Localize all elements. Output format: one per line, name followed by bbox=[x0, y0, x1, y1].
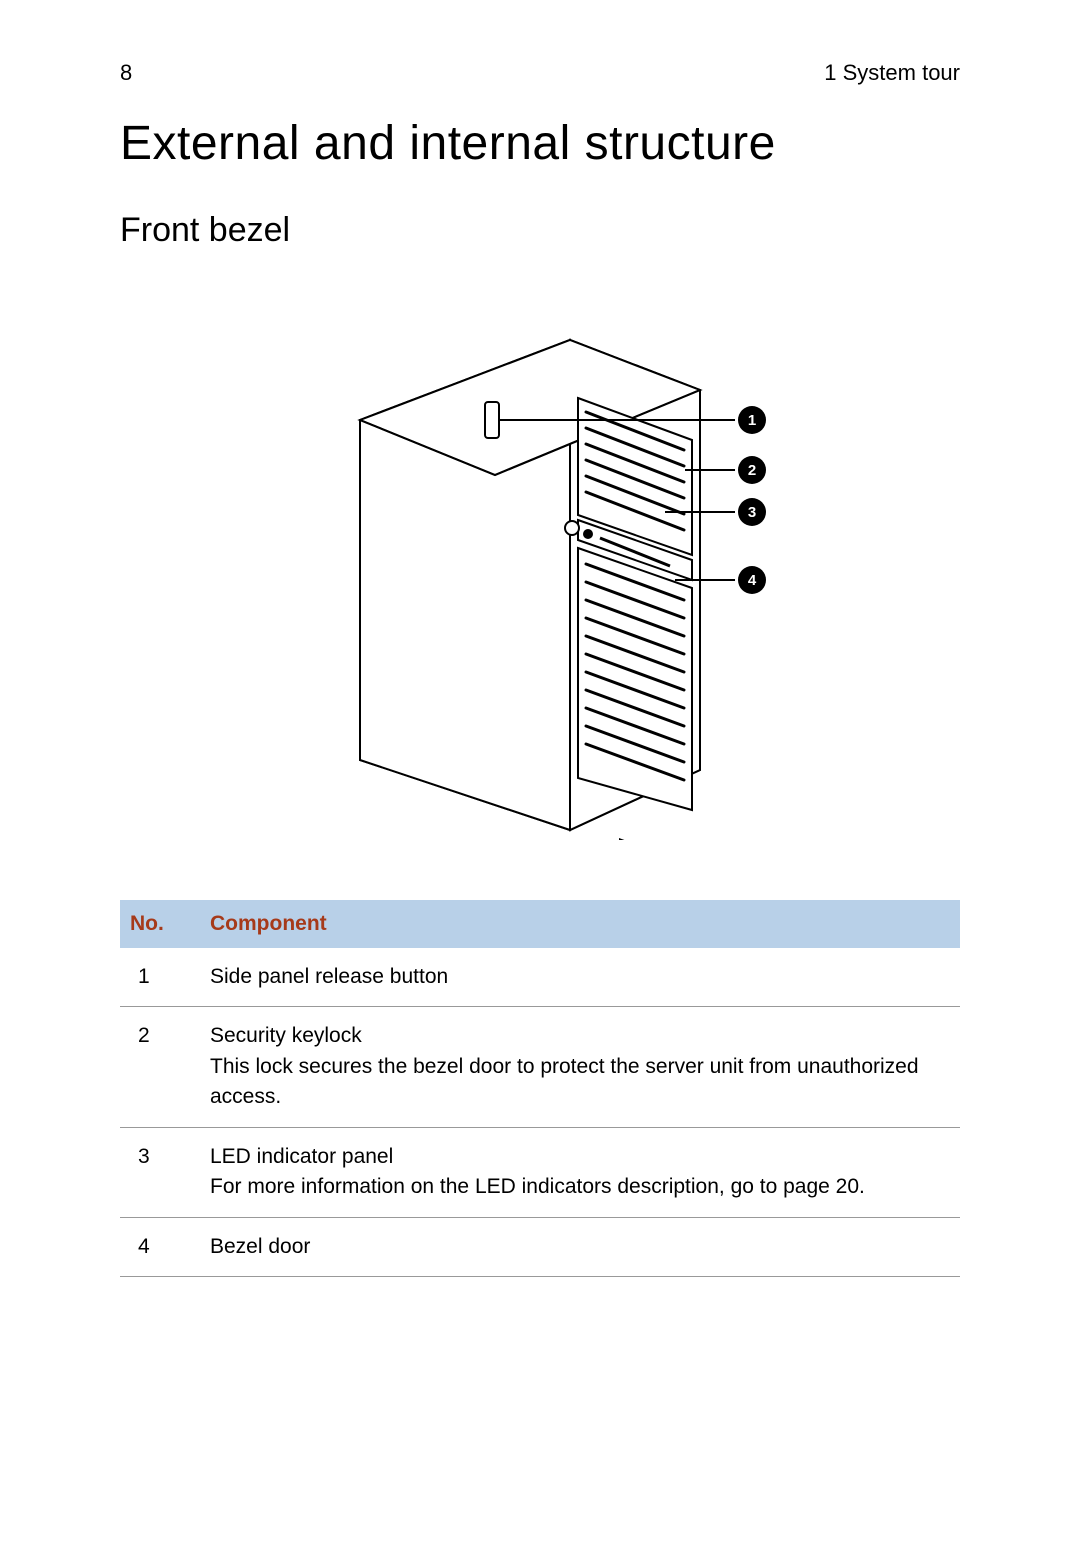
table-row: 1 Side panel release button bbox=[120, 948, 960, 1007]
page-content: 8 1 System tour External and internal st… bbox=[0, 0, 1080, 1337]
component-desc: This lock secures the bezel door to prot… bbox=[210, 1052, 950, 1113]
component-name: LED indicator panel bbox=[210, 1142, 950, 1172]
cell-no: 4 bbox=[120, 1217, 200, 1276]
col-header-no: No. bbox=[120, 900, 200, 948]
figure-front-bezel: 1 2 3 4 bbox=[120, 280, 960, 840]
component-name: Bezel door bbox=[210, 1232, 950, 1262]
cell-component: Side panel release button bbox=[200, 948, 960, 1007]
component-name: Side panel release button bbox=[210, 962, 950, 992]
svg-text:1: 1 bbox=[748, 412, 756, 429]
callout-4: 4 bbox=[738, 566, 766, 594]
component-table: No. Component 1 Side panel release butto… bbox=[120, 900, 960, 1277]
cell-component: Security keylock This lock secures the b… bbox=[200, 1007, 960, 1127]
cell-no: 2 bbox=[120, 1007, 200, 1127]
table-header-row: No. Component bbox=[120, 900, 960, 948]
cell-no: 3 bbox=[120, 1127, 200, 1217]
cell-component: LED indicator panel For more information… bbox=[200, 1127, 960, 1217]
table-row: 2 Security keylock This lock secures the… bbox=[120, 1007, 960, 1127]
svg-text:3: 3 bbox=[748, 504, 756, 521]
callout-2: 2 bbox=[738, 456, 766, 484]
page-header: 8 1 System tour bbox=[120, 60, 960, 86]
component-name: Security keylock bbox=[210, 1021, 950, 1051]
svg-text:2: 2 bbox=[748, 462, 756, 479]
cell-component: Bezel door bbox=[200, 1217, 960, 1276]
cell-no: 1 bbox=[120, 948, 200, 1007]
section-title: Front bezel bbox=[120, 211, 960, 250]
server-illustration: 1 2 3 4 bbox=[270, 280, 810, 840]
chapter-label: 1 System tour bbox=[824, 60, 960, 86]
table-row: 4 Bezel door bbox=[120, 1217, 960, 1276]
table-row: 3 LED indicator panel For more informati… bbox=[120, 1127, 960, 1217]
svg-text:4: 4 bbox=[748, 572, 757, 589]
component-desc: For more information on the LED indicato… bbox=[210, 1172, 950, 1202]
callout-1: 1 bbox=[738, 406, 766, 434]
callout-3: 3 bbox=[738, 498, 766, 526]
col-header-component: Component bbox=[200, 900, 960, 948]
page-title: External and internal structure bbox=[120, 116, 960, 171]
page-number: 8 bbox=[120, 60, 132, 86]
